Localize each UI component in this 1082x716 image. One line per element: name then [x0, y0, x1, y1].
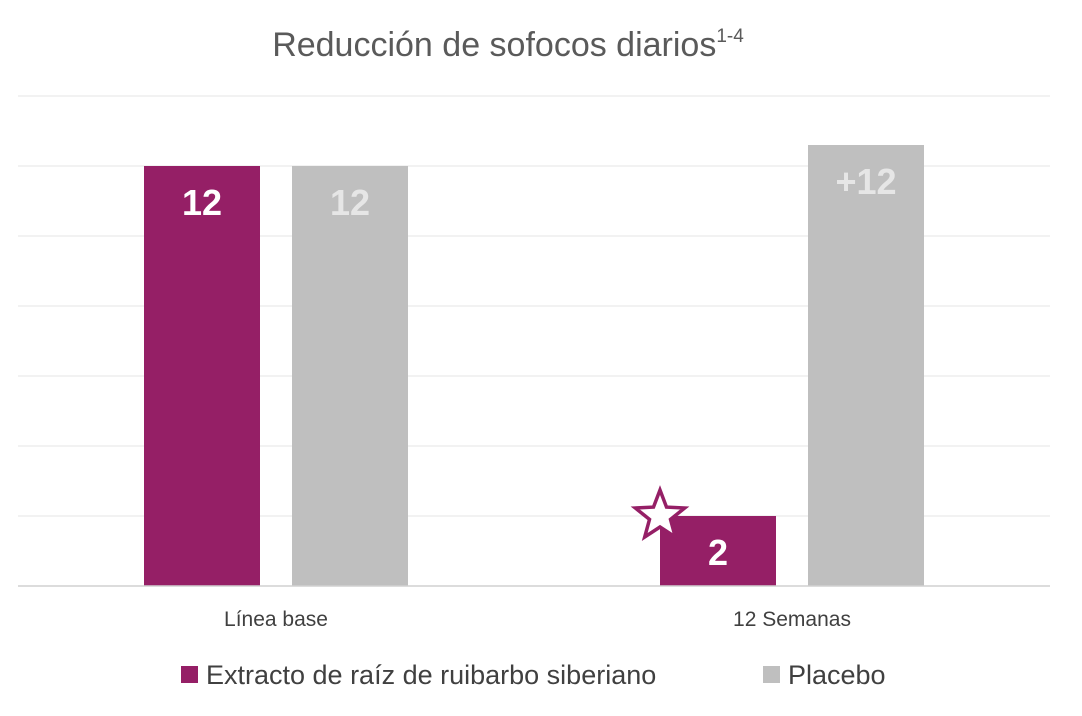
bar-data-label: 2	[708, 532, 728, 573]
bar	[808, 145, 924, 586]
bar-data-label: 12	[182, 182, 222, 223]
chart-title: Reducción de sofocos diarios1-4	[272, 26, 744, 64]
legend-label: Placebo	[788, 660, 886, 690]
legend: Extracto de raíz de ruibarbo siberiano Pl…	[181, 660, 886, 690]
bars: 12 2 12 +12	[144, 145, 924, 586]
x-tick-label: 12 Semanas	[733, 608, 851, 631]
bar	[292, 166, 408, 586]
legend-swatch	[181, 666, 198, 683]
bar	[660, 516, 776, 586]
star-icon	[630, 485, 690, 541]
bar-data-label: 12	[330, 182, 370, 223]
x-tick-label: Línea base	[224, 608, 328, 631]
legend-label: Extracto de raíz de ruibarbo siberiano	[206, 660, 656, 690]
bar-data-label: +12	[835, 161, 896, 202]
x-axis-ticks: Línea base 12 Semanas	[224, 608, 851, 631]
bar	[144, 166, 260, 586]
legend-swatch	[763, 666, 780, 683]
